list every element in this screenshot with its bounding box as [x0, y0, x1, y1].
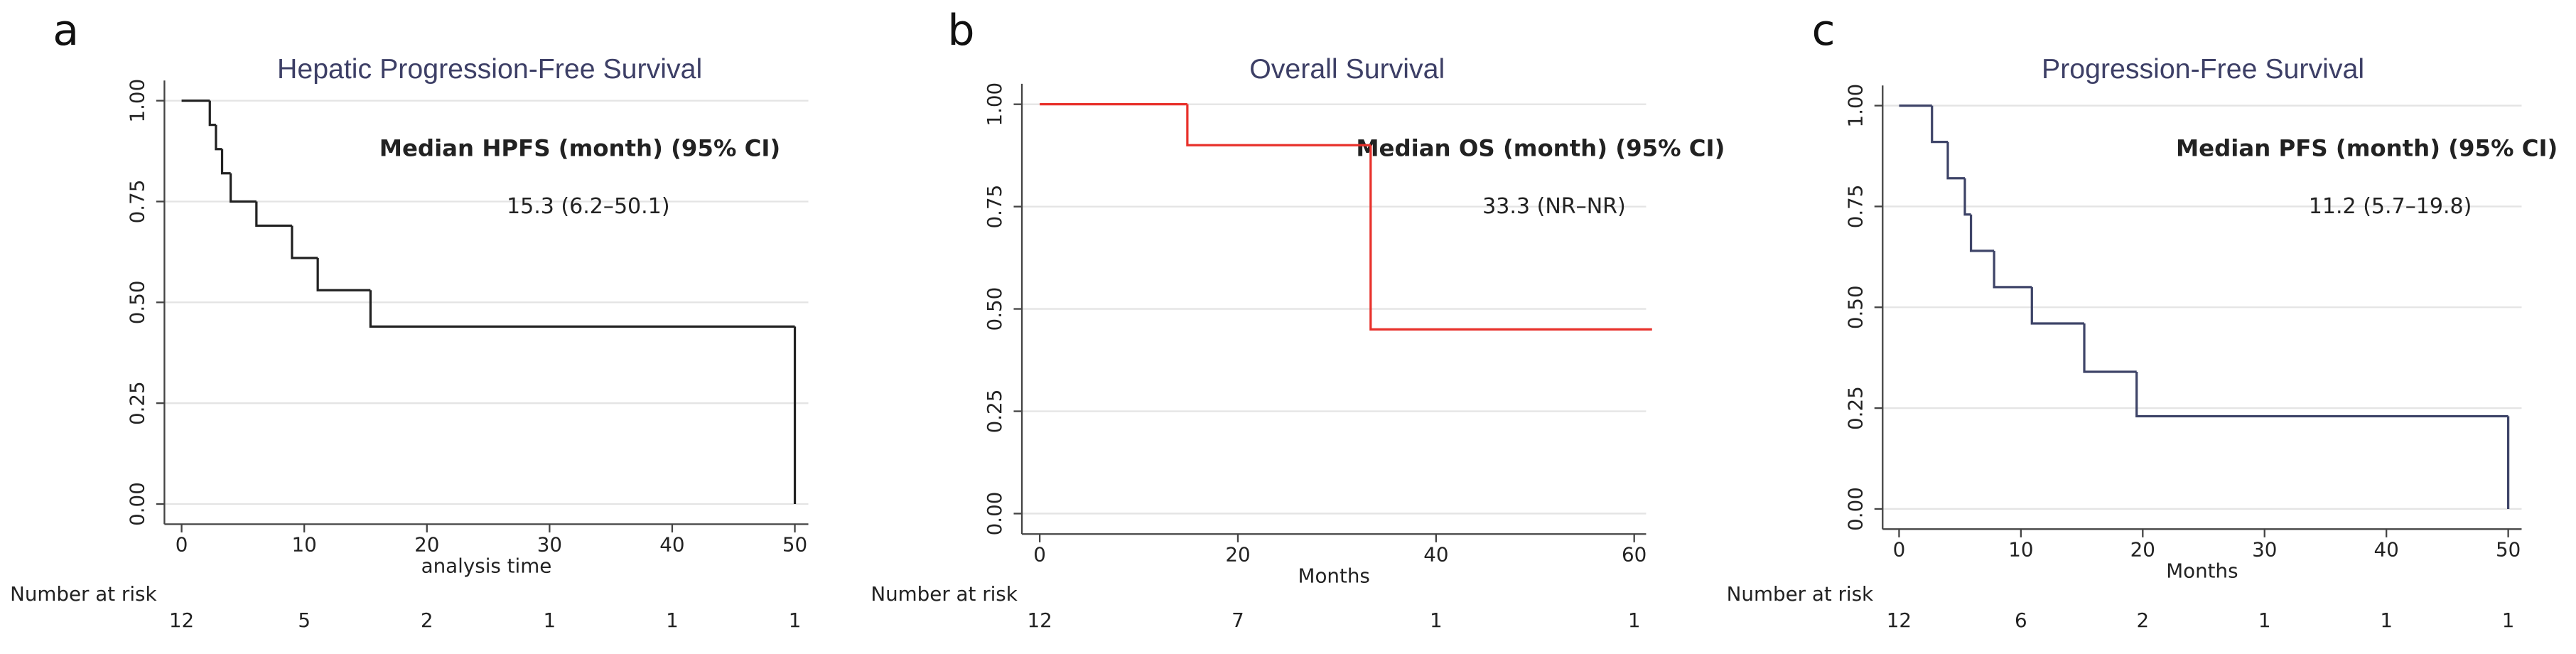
risk-value: 12	[169, 609, 194, 632]
y-tick-label: 0.50	[983, 287, 1006, 331]
survival-step	[2135, 372, 2508, 418]
x-tick-label: 50	[2496, 537, 2521, 561]
chart-title: Hepatic Progression-Free Survival	[277, 53, 702, 85]
y-tick-label: 0.00	[125, 482, 149, 526]
risk-value: 1	[2258, 609, 2271, 632]
y-tick-label: 0.75	[125, 180, 149, 224]
y-tick-label: 0.00	[983, 492, 1006, 536]
risk-value: 1	[2380, 609, 2393, 632]
survival-step	[369, 290, 795, 328]
x-tick-label: 0	[1033, 542, 1046, 566]
median-value: 33.3 (NR–NR)	[1482, 194, 1626, 219]
median-value: 15.3 (6.2–50.1)	[507, 194, 670, 219]
x-tick-label: 40	[659, 532, 684, 556]
risk-value: 1	[789, 609, 802, 632]
y-tick-label: 0.50	[125, 280, 149, 324]
x-tick-label: 50	[782, 532, 807, 556]
survival-step	[229, 173, 257, 203]
y-tick-label: 1.00	[983, 82, 1006, 127]
risk-value: 1	[1430, 609, 1443, 632]
x-tick-label: 20	[414, 532, 439, 556]
survival-step	[316, 257, 371, 291]
survival-step	[2083, 323, 2137, 373]
survival-step	[220, 149, 231, 175]
risk-value: 6	[2015, 609, 2027, 632]
risk-value: 1	[1628, 609, 1641, 632]
risk-value: 5	[298, 609, 311, 632]
x-tick-label: 40	[2374, 537, 2399, 561]
y-tick-label: 0.25	[125, 381, 149, 425]
panel-letter: c	[1812, 6, 1836, 55]
risk-label: Number at risk	[10, 582, 156, 606]
y-tick-label: 0.25	[983, 390, 1006, 434]
survival-step	[1186, 104, 1371, 146]
risk-value: 2	[421, 609, 433, 632]
survival-step	[291, 225, 318, 259]
risk-value: 1	[2502, 609, 2515, 632]
survival-step	[1993, 250, 2032, 289]
risk-value: 7	[1232, 609, 1244, 632]
survival-step	[1963, 178, 1971, 216]
risk-value: 1	[544, 609, 556, 632]
x-axis-title: Months	[2166, 559, 2238, 582]
x-tick-label: 30	[2252, 537, 2277, 561]
survival-step	[1369, 145, 1652, 331]
risk-value: 12	[1887, 609, 1912, 632]
y-tick-label: 0.75	[983, 185, 1006, 229]
x-tick-label: 60	[1622, 542, 1647, 566]
x-tick-label: 20	[1225, 542, 1250, 566]
survival-step	[208, 100, 216, 127]
x-tick-label: 40	[1423, 542, 1448, 566]
risk-value: 12	[1027, 609, 1052, 632]
risk-value: 2	[2136, 609, 2149, 632]
risk-value: 1	[666, 609, 679, 632]
y-tick-label: 1.00	[125, 79, 149, 123]
y-tick-label: 0.25	[1843, 386, 1867, 430]
x-tick-label: 10	[2008, 537, 2033, 561]
y-tick-label: 1.00	[1843, 84, 1867, 128]
y-tick-label: 0.00	[1843, 487, 1867, 531]
panel-letter: a	[53, 6, 79, 55]
median-value: 11.2 (5.7–19.8)	[2309, 194, 2472, 219]
survival-step	[255, 201, 292, 227]
y-tick-label: 0.75	[1843, 185, 1867, 229]
risk-label: Number at risk	[871, 582, 1017, 606]
x-axis-title: Months	[1298, 564, 1370, 587]
median-label: Median PFS (month) (95% CI)	[2176, 134, 2558, 161]
x-tick-label: 10	[292, 532, 317, 556]
median-label: Median OS (month) (95% CI)	[1356, 134, 1725, 161]
x-axis-title: analysis time	[421, 554, 552, 577]
survival-step	[215, 124, 222, 151]
panel-letter: b	[947, 6, 974, 55]
chart-title: Progression-Free Survival	[2042, 53, 2364, 85]
x-tick-label: 0	[1893, 537, 1906, 561]
survival-step	[1946, 141, 1966, 180]
risk-label: Number at risk	[1727, 582, 1873, 606]
survival-step	[1969, 214, 1995, 252]
survival-step	[2030, 286, 2085, 325]
survival-step	[1931, 105, 1949, 144]
x-tick-label: 0	[176, 532, 188, 556]
x-tick-label: 20	[2130, 537, 2155, 561]
x-tick-label: 30	[537, 532, 562, 556]
y-tick-label: 0.50	[1843, 285, 1867, 329]
chart-title: Overall Survival	[1249, 53, 1445, 85]
median-label: Median HPFS (month) (95% CI)	[379, 134, 780, 161]
